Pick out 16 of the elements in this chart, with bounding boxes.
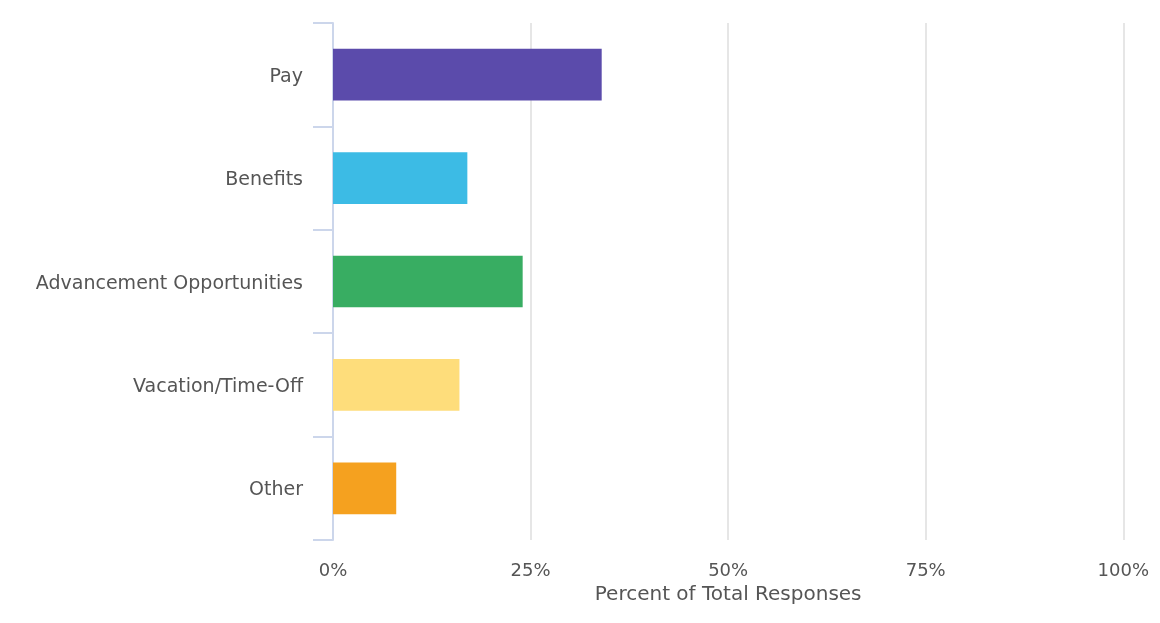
x-tick-label: 50% <box>708 558 749 580</box>
y-tick-label: Pay <box>269 63 303 86</box>
y-tick-label: Benefits <box>225 167 303 190</box>
y-tick-label: Other <box>249 477 304 500</box>
bar <box>333 255 523 308</box>
bar <box>333 359 460 411</box>
bar <box>333 48 602 101</box>
x-tick-label: 75% <box>905 558 946 580</box>
x-tick-label: 25% <box>510 558 551 580</box>
bar <box>333 462 397 515</box>
y-tick-label: Advancement Opportunities <box>35 270 303 293</box>
y-tick-label: Vacation/Time-Off <box>133 373 304 396</box>
x-tick-label: 100% <box>1097 558 1149 580</box>
x-tick-label: 0% <box>318 558 348 580</box>
bar <box>333 152 468 204</box>
x-axis-title: Percent of Total Responses <box>594 580 862 605</box>
